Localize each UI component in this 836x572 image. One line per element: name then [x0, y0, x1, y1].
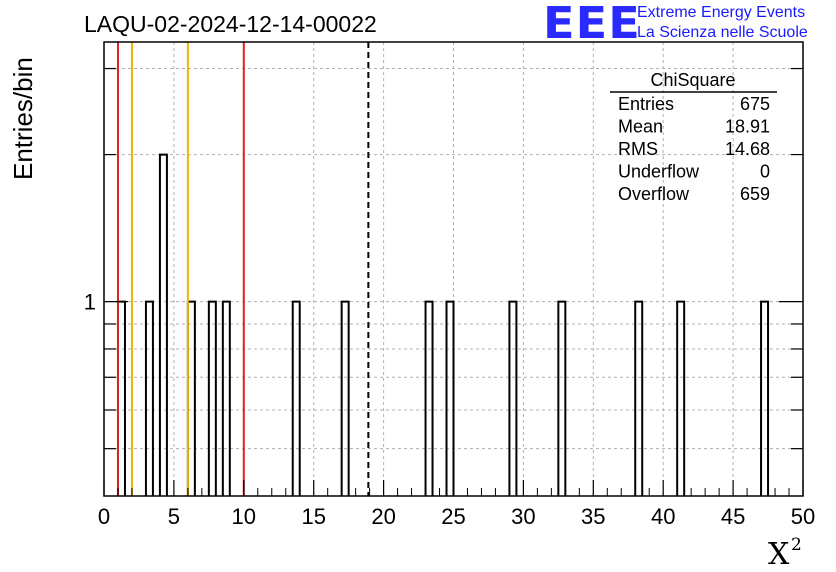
stats-row-value: 0: [760, 162, 770, 182]
eee-logo-line1: Extreme Energy Events: [637, 4, 806, 21]
stats-row-label: Mean: [618, 117, 663, 137]
stats-row-label: RMS: [618, 139, 658, 159]
histogram-bin: [424, 300, 434, 496]
x-tick-label: 35: [581, 504, 605, 529]
x-axis-label-superscript: 2: [791, 535, 802, 555]
stats-row-label: Underflow: [618, 162, 700, 182]
chart-title: LAQU-02-2024-12-14-00022: [84, 11, 377, 37]
stats-rows: Entries 675 Mean 18.91 RMS 14.68 Underflow 0 Ove…: [618, 94, 770, 204]
histogram-bars: [116, 153, 770, 496]
reference-lines: [116, 42, 370, 496]
stats-row-value: 659: [740, 184, 770, 204]
histogram-bin: [207, 300, 217, 496]
axis-tick-labels: 0 5 10 15 20 25 30 35 40 45 50 1: [84, 290, 815, 529]
axis-ticks: [103, 67, 804, 496]
x-tick-label: 25: [441, 504, 465, 529]
x-tick-label: 45: [721, 504, 745, 529]
histogram-bin: [445, 300, 455, 496]
x-tick-label: 30: [511, 504, 535, 529]
y-tick-label: 1: [84, 290, 96, 315]
histogram-bin: [116, 300, 126, 496]
stats-title: ChiSquare: [650, 70, 735, 90]
histogram-bin: [291, 300, 301, 496]
stats-row-value: 675: [740, 94, 770, 114]
x-tick-label: 15: [301, 504, 325, 529]
stats-row-value: 14.68: [725, 139, 770, 159]
histogram-bin: [634, 300, 644, 496]
histogram-bin: [340, 300, 350, 496]
stats-row-value: 18.91: [725, 117, 770, 137]
eee-logo-line2: La Scienza nelle Scuole: [637, 24, 808, 41]
histogram-bin: [676, 300, 686, 496]
stats-box: ChiSquare Entries 675 Mean 18.91 RMS 14.68 Und…: [610, 70, 777, 204]
histogram-bin: [221, 300, 231, 496]
histogram-bin: [144, 300, 154, 496]
x-axis-label: X: [768, 537, 790, 572]
histogram-bin: [508, 300, 518, 496]
histogram-bin: [158, 153, 168, 496]
eee-logo: EEE Extreme Energy Events La Scienza nel…: [543, 0, 833, 49]
histogram-bin: [557, 300, 567, 496]
x-axis-label-base: X: [768, 537, 790, 572]
stats-row-label: Entries: [618, 94, 674, 114]
x-tick-label: 20: [371, 504, 395, 529]
histogram-bin: [186, 300, 196, 496]
x-tick-label: 5: [168, 504, 180, 529]
x-tick-label: 10: [232, 504, 256, 529]
x-tick-label: 50: [791, 504, 815, 529]
y-axis-label: Entries/bin: [8, 57, 38, 180]
stats-row-label: Overflow: [618, 184, 690, 204]
histogram-bin: [760, 300, 770, 496]
x-tick-label: 0: [98, 504, 110, 529]
eee-logo-mark: EEE: [543, 0, 641, 49]
x-tick-label: 40: [651, 504, 675, 529]
